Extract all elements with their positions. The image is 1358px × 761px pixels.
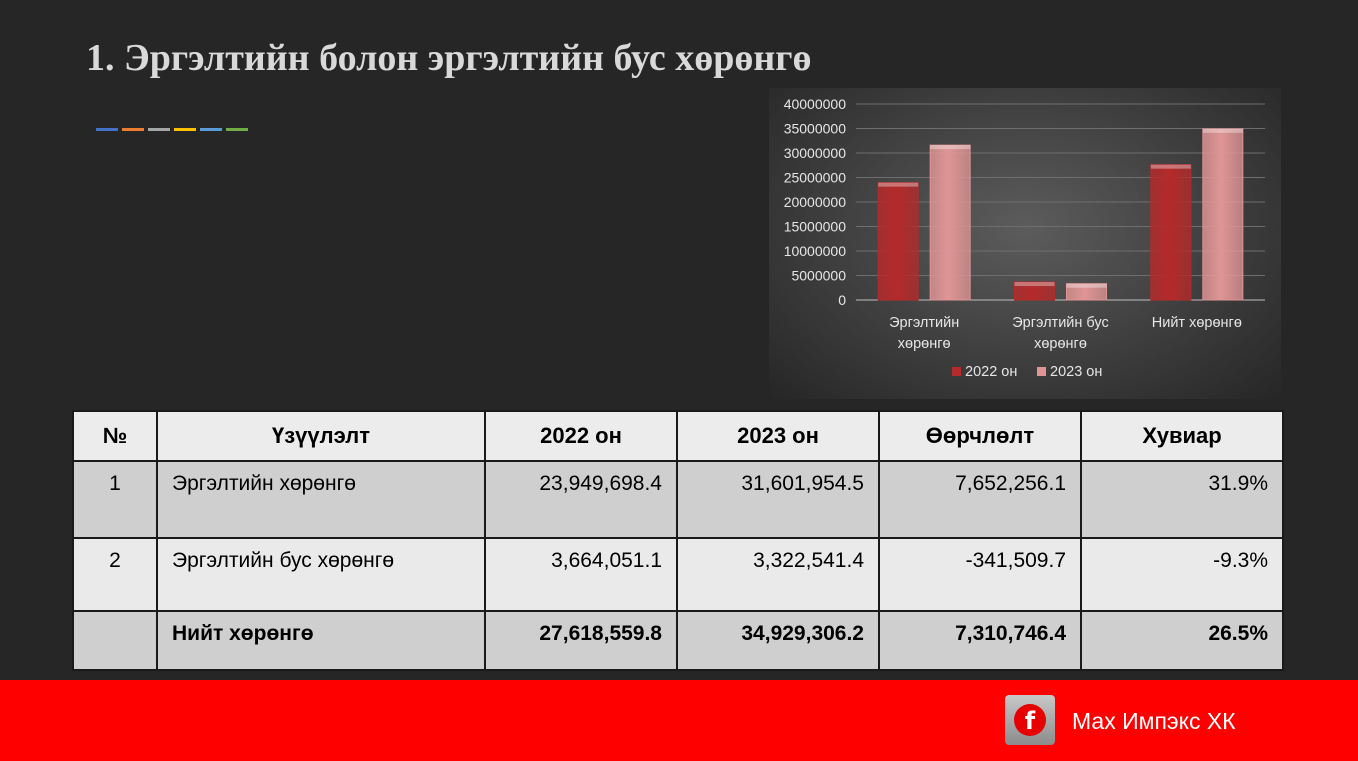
header-2023: 2023 он [676,410,880,462]
slide-title: 1. Эргэлтийн болон эргэлтийн бус хөрөнгө [86,37,812,79]
y-tick-label: 25000000 [784,170,847,186]
header-indicator: Үзүүлэлт [156,410,486,462]
table-total-row: Нийт хөрөнгө 27,618,559.8 34,929,306.2 7… [72,610,1284,671]
cell-percent: 31.9% [1080,460,1284,539]
cell-2023: 31,601,954.5 [676,460,880,539]
bar-highlight [878,182,919,187]
cell-percent: 26.5% [1080,610,1284,671]
cell-no [72,610,158,671]
legend-label: 2023 он [1050,364,1102,380]
cell-change: 7,310,746.4 [878,610,1082,671]
cell-change: 7,652,256.1 [878,460,1082,539]
y-tick-label: 15000000 [784,219,847,235]
table-row: 1 Эргэлтийн хөрөнгө 23,949,698.4 31,601,… [72,460,1284,539]
header-percent: Хувиар [1080,410,1284,462]
accent-line [96,128,248,131]
bar-2023 [1202,128,1244,301]
cell-2023: 34,929,306.2 [676,610,880,671]
bar-chart: 0 5000000 10000000 15000000 20000000 25000000… [769,88,1281,399]
bar-2023 [1066,283,1107,301]
header-no: № [72,410,158,462]
x-category-label: Эргэлтийн бус [1012,315,1109,331]
cell-2022: 3,664,051.1 [484,537,678,612]
bar-2022 [1014,281,1055,301]
bar-2022 [877,182,919,301]
y-tick-label: 10000000 [784,243,847,259]
facebook-icon[interactable]: f [1005,695,1055,745]
facebook-logo: f [1014,704,1046,736]
accent-segment [122,128,144,131]
table-header-row: № Үзүүлэлт 2022 он 2023 он Өөрчлөлт Хуви… [72,410,1284,462]
accent-segment [226,128,248,131]
x-category-label: Эргэлтийн [889,315,959,331]
accent-segment [148,128,170,131]
footer-bar: f Мах Импэкс ХК [0,680,1358,761]
cell-no: 1 [72,460,158,539]
cell-2023: 3,322,541.4 [676,537,880,612]
bar-highlight [1202,128,1243,133]
bar-highlight [1150,164,1191,169]
y-tick-label: 5000000 [791,268,846,284]
bar-highlight [1066,283,1107,288]
cell-indicator: Эргэлтийн хөрөнгө [156,460,486,539]
x-category-label: Нийт хөрөнгө [1152,315,1242,331]
assets-table: № Үзүүлэлт 2022 он 2023 он Өөрчлөлт Хуви… [72,410,1284,671]
cell-no: 2 [72,537,158,612]
y-tick-label: 0 [838,292,846,308]
cell-2022: 27,618,559.8 [484,610,678,671]
bar-2022 [1150,164,1192,301]
y-tick-label: 20000000 [784,194,847,210]
legend-swatch [952,367,961,376]
company-name: Мах Импэкс ХК [1072,708,1236,734]
table-row: 2 Эргэлтийн бус хөрөнгө 3,664,051.1 3,32… [72,537,1284,612]
legend-label: 2022 он [965,364,1017,380]
header-change: Өөрчлөлт [878,410,1082,462]
cell-indicator: Нийт хөрөнгө [156,610,486,671]
cell-indicator: Эргэлтийн бус хөрөнгө [156,537,486,612]
x-category-label: хөрөнгө [898,336,951,352]
accent-segment [200,128,222,131]
cell-2022: 23,949,698.4 [484,460,678,539]
y-tick-label: 40000000 [784,96,847,112]
cell-change: -341,509.7 [878,537,1082,612]
legend-swatch [1037,367,1046,376]
header-2022: 2022 он [484,410,678,462]
bar-highlight [1014,282,1055,287]
y-tick-label: 35000000 [784,121,847,137]
cell-percent: -9.3% [1080,537,1284,612]
y-tick-label: 30000000 [784,145,847,161]
bar-2023 [929,144,971,301]
chart-canvas: 0 5000000 10000000 15000000 20000000 25000000… [784,96,1265,380]
accent-segment [174,128,196,131]
x-category-label: хөрөнгө [1034,336,1087,352]
accent-segment [96,128,118,131]
bar-highlight [930,145,971,150]
